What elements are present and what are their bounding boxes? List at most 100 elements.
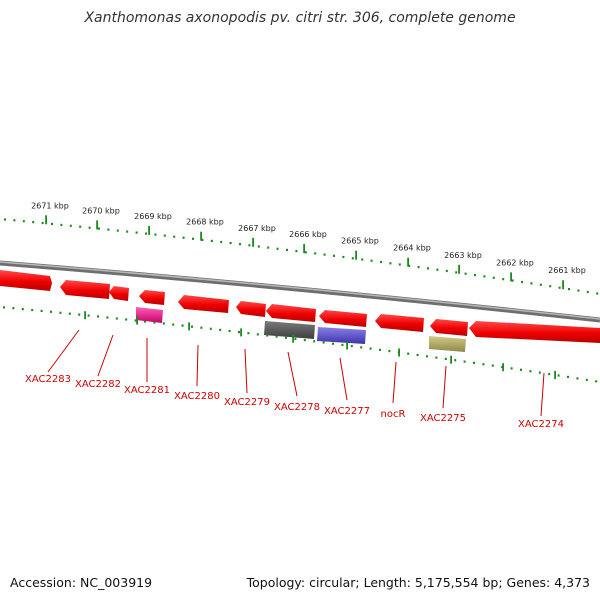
minor-tick [436,268,439,271]
minor-tick [333,254,335,257]
scale-label: 2661 kbp [548,266,586,275]
minor-tick [380,260,382,264]
minor-tick [596,292,599,295]
minor-tick [294,337,297,341]
gene-arrow[interactable] [469,321,600,343]
scale-label: 2664 kbp [393,244,431,253]
scale-label: 2665 kbp [341,237,379,246]
gene-leader-line [47,329,80,373]
minor-tick [586,290,589,294]
minor-tick [267,246,270,249]
minor-tick [332,342,334,345]
minor-tick [502,278,505,281]
gene-label[interactable]: XAC2280 [174,391,220,402]
minor-tick [370,259,373,262]
feature-box-pink[interactable] [136,307,163,323]
minor-tick [351,257,354,260]
minor-tick [182,236,185,239]
minor-tick [426,355,428,358]
gene-arrow[interactable] [178,295,229,313]
minor-tick [68,312,71,315]
minor-tick [162,322,165,325]
minor-tick [144,320,146,323]
minor-tick [13,219,16,222]
major-tick [84,311,86,320]
minor-tick [115,317,118,320]
minor-tick [59,311,62,314]
minor-tick [510,367,513,370]
major-tick [252,237,254,247]
minor-tick [153,321,156,324]
minor-tick [521,280,523,284]
gene-arrow[interactable] [109,286,129,301]
minor-tick [3,306,5,309]
scale-label: 2663 kbp [444,251,482,260]
gene-label[interactable]: XAC2275 [420,413,466,424]
minor-tick [314,252,317,255]
major-tick [200,231,202,241]
gene-label[interactable]: XAC2281 [124,385,170,396]
minor-tick [209,327,212,330]
major-tick [148,225,150,235]
minor-tick [389,262,392,265]
gene-arrow[interactable] [319,310,367,327]
minor-tick [247,332,250,335]
minor-tick [360,346,363,349]
minor-tick [125,318,128,321]
minor-tick [417,266,420,269]
minor-tick [200,326,203,329]
major-tick [554,371,556,379]
major-tick [346,341,348,350]
major-tick [136,316,138,325]
gene-label[interactable]: nocR [381,409,406,420]
gene-leader-line [244,348,248,394]
minor-tick [491,364,494,367]
minor-tick [492,276,495,279]
minor-tick [98,227,100,230]
scale-label: 2662 kbp [496,258,534,267]
scale-label: 2670 kbp [82,206,120,215]
feature-box-dark[interactable] [264,321,315,339]
minor-tick [97,315,99,318]
minor-tick [295,250,298,253]
minor-tick [444,357,447,360]
minor-tick [220,240,223,244]
gene-track [0,270,600,343]
scale-label: 2671 kbp [31,201,69,210]
minor-tick [172,323,175,326]
map-title: Xanthomonas axonopodis pv. citri str. 30… [83,10,515,26]
gene-label[interactable]: XAC2278 [274,402,320,413]
minor-tick [408,264,411,267]
gene-leader-line [442,365,447,409]
gene-leader-line [540,372,545,417]
minor-tick [106,316,109,319]
gene-arrow[interactable] [139,290,165,305]
gene-label[interactable]: XAC2274 [518,419,564,430]
gene-label[interactable]: XAC2283 [25,374,71,385]
gene-arrow[interactable] [0,270,52,291]
minor-tick [163,234,166,237]
gene-arrow[interactable] [266,304,316,322]
gene-leader-line [287,351,298,397]
minor-tick [445,269,448,273]
minor-tick [41,221,44,225]
minor-tick [313,340,316,343]
gene-arrow[interactable] [60,280,110,299]
minor-tick [474,274,476,277]
gene-label[interactable]: XAC2282 [75,379,121,390]
minor-tick [407,352,410,355]
gene-arrow[interactable] [430,319,468,336]
gene-arrow[interactable] [375,314,424,332]
minor-tick [577,289,580,292]
minor-tick [435,356,438,359]
gene-label[interactable]: XAC2277 [324,406,370,417]
minor-tick [379,348,381,351]
gene-label[interactable]: XAC2279 [224,397,270,408]
feature-box-blue[interactable] [317,327,366,344]
feature-box-olive[interactable] [429,336,466,352]
gene-leader-line [97,334,114,377]
major-tick [188,322,190,331]
major-tick [240,328,242,337]
scale-label: 2666 kbp [289,230,327,239]
gene-arrow[interactable] [236,301,266,317]
